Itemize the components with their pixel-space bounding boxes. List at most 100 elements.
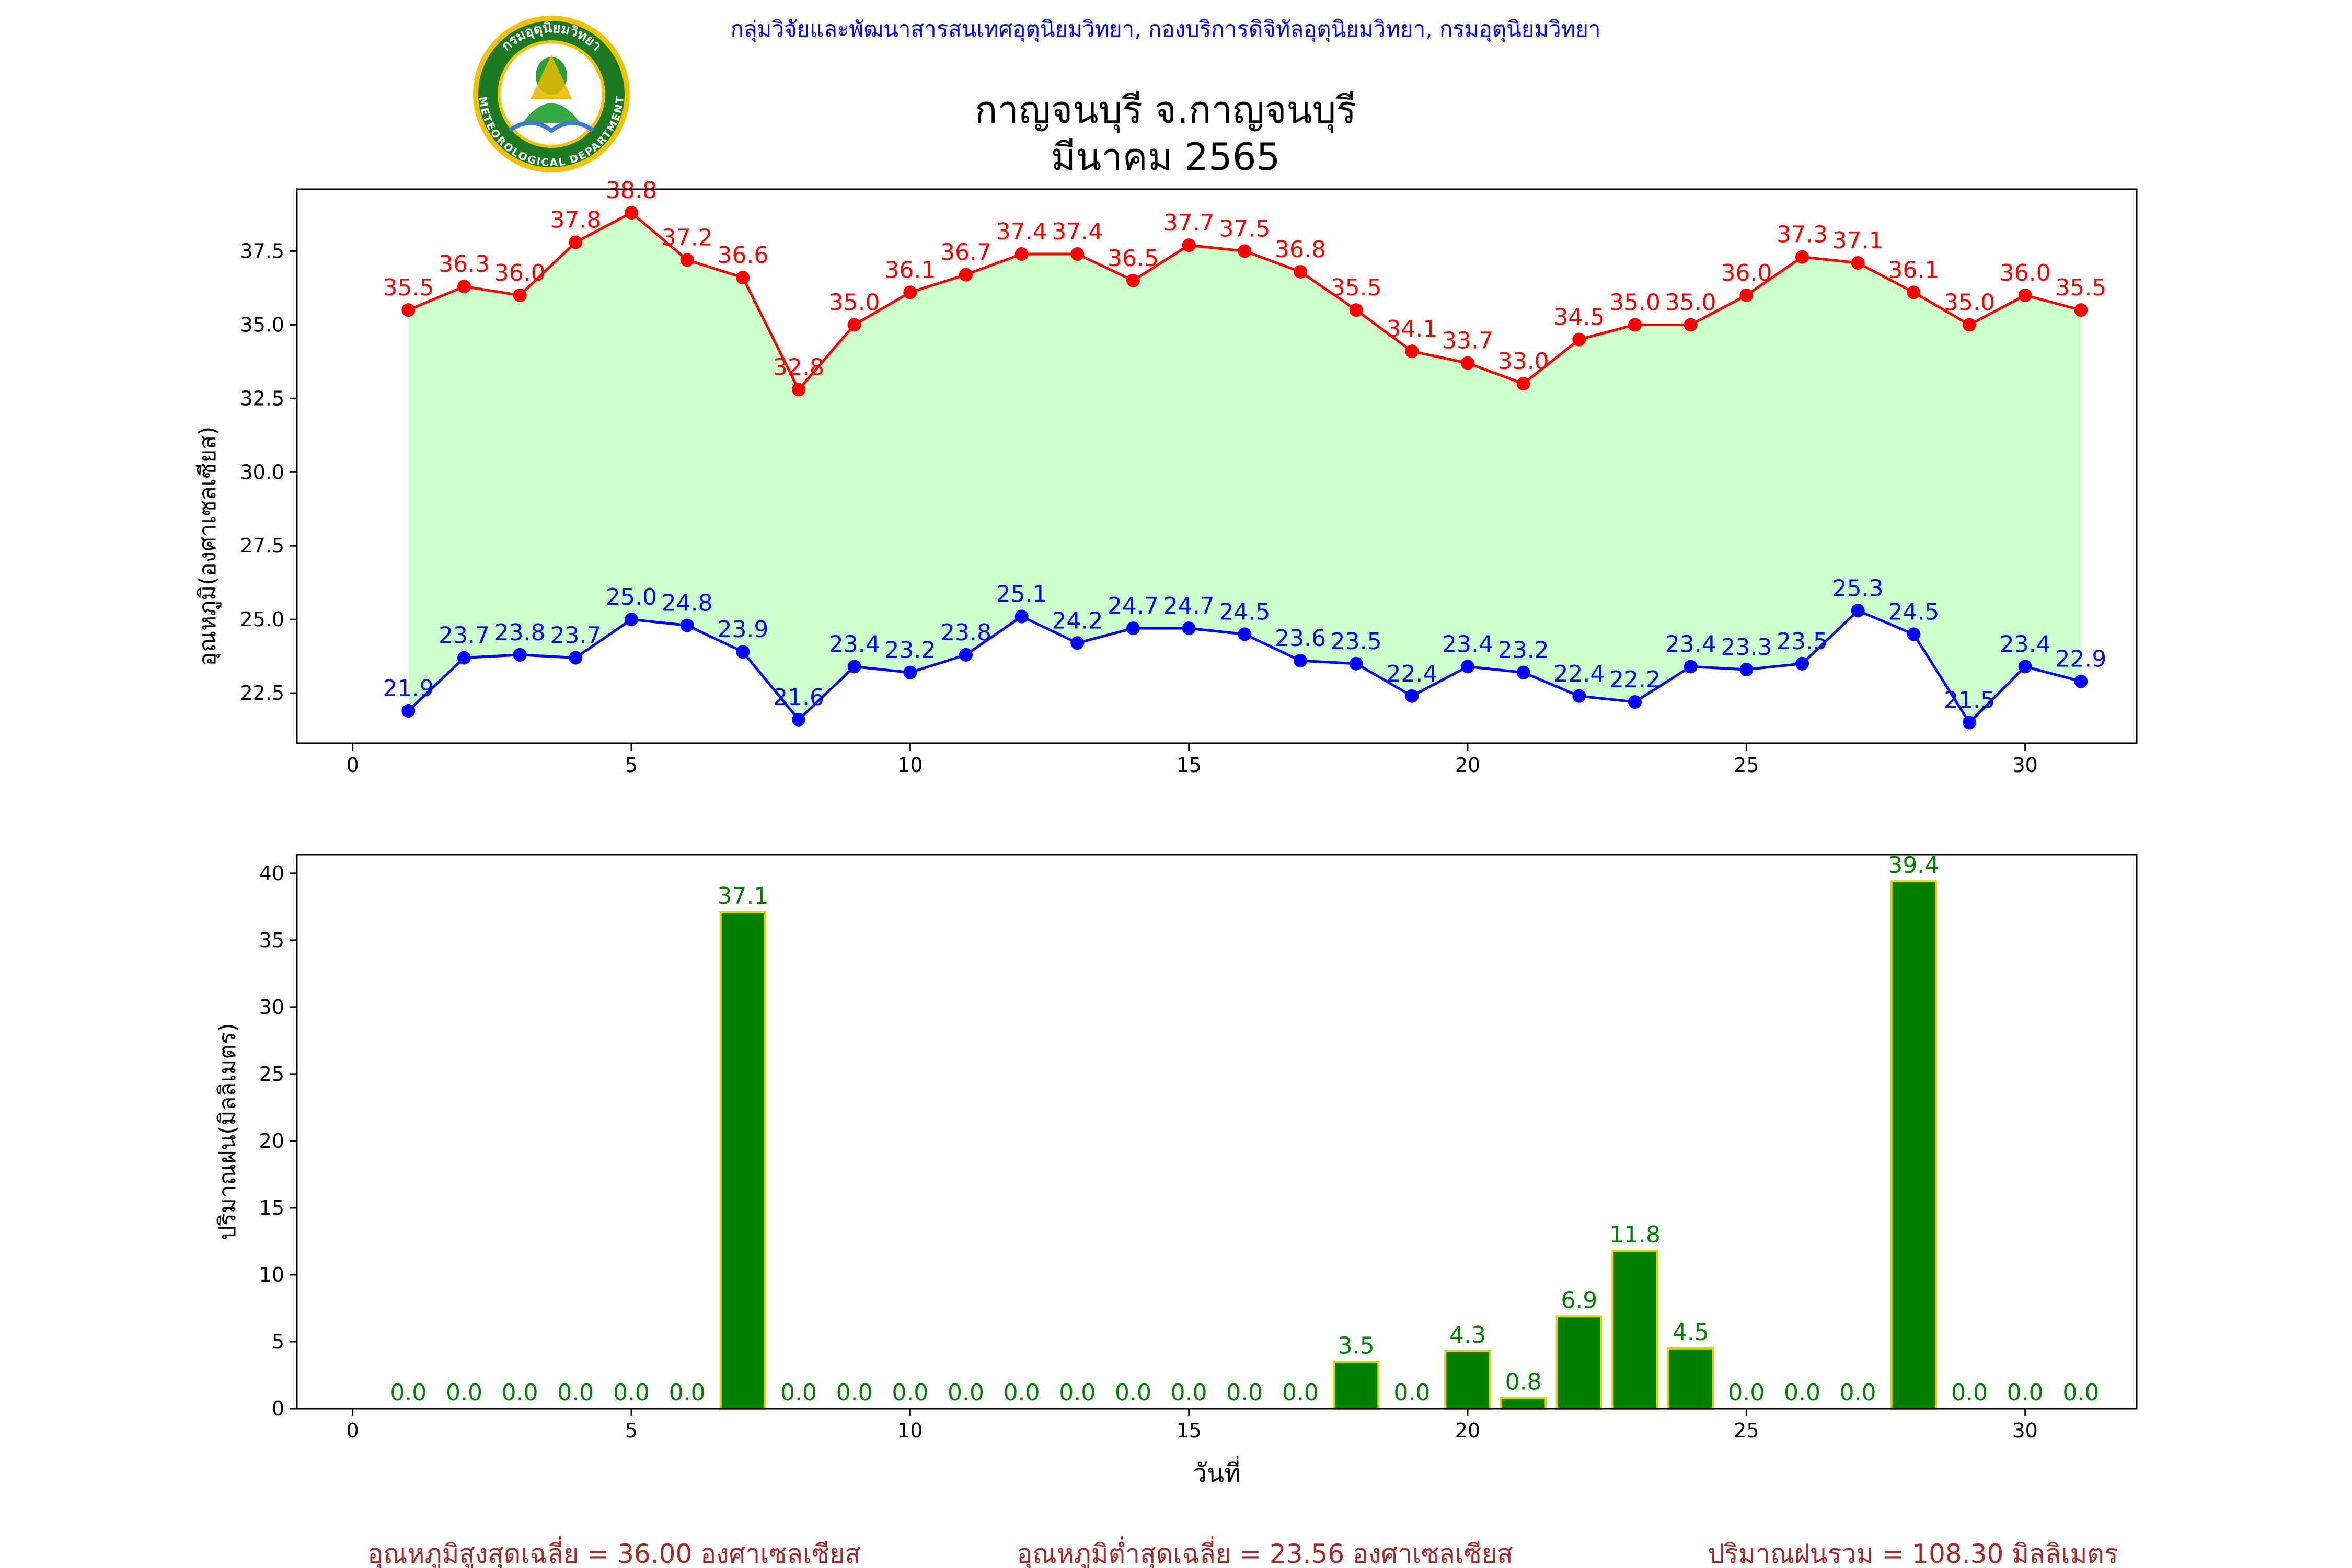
min-temperature-data-label: 23.9 <box>717 616 768 643</box>
max-temperature-point <box>1907 285 1921 299</box>
min-temperature-data-label: 23.5 <box>1331 628 1382 655</box>
temperature-chart: อุณหภูมิ(องศาเซลเซียส) 35.536.3 36.037.83… <box>194 177 2138 777</box>
max-temperature-data-label: 35.5 <box>2055 274 2106 301</box>
max-temperature-point <box>1684 318 1698 332</box>
max-temperature-data-label: 37.1 <box>1832 227 1884 254</box>
rainfall-data-label: 0.0 <box>2062 1379 2099 1406</box>
min-temperature-point <box>1461 660 1474 674</box>
min-temperature-data-label: 24.7 <box>1163 593 1215 619</box>
rainfall-data-label: 0.0 <box>892 1379 928 1406</box>
max-temperature-data-label: 36.7 <box>940 239 991 266</box>
min-temperature-data-label: 22.9 <box>2055 646 2106 673</box>
rainfall-y-tick-label: 40 <box>259 862 284 885</box>
min-temperature-data-label: 21.9 <box>383 675 434 702</box>
min-temperature-point <box>736 645 750 659</box>
min-temperature-point <box>903 665 917 679</box>
min-temperature-data-label: 22.4 <box>1553 661 1605 687</box>
min-temperature-point <box>569 651 583 665</box>
min-temperature-point <box>1126 621 1140 636</box>
rainfall-data-label: 0.0 <box>1393 1379 1430 1406</box>
max-temperature-data-label: 34.5 <box>1553 304 1605 331</box>
max-temperature-data-label: 35.5 <box>1331 274 1382 301</box>
min-temperature-data-label: 24.5 <box>1219 598 1270 625</box>
max-temperature-point <box>1851 256 1865 270</box>
min-temperature-data-label: 23.3 <box>1721 634 1772 661</box>
temperature-x-tick-label: 5 <box>625 754 638 777</box>
rainfall-data-label: 0.0 <box>780 1379 817 1406</box>
rainfall-data-label: 11.8 <box>1609 1221 1661 1248</box>
rainfall-y-tick-label: 35 <box>259 929 284 952</box>
rainfall-y-tick-label: 25 <box>259 1063 284 1086</box>
min-temperature-point <box>1739 663 1754 677</box>
min-temperature-data-label: 24.2 <box>1052 607 1103 634</box>
max-temperature-point <box>1461 356 1474 370</box>
rainfall-y-tick-label: 20 <box>259 1129 284 1152</box>
rainfall-bar <box>719 911 766 1410</box>
min-temperature-point <box>1070 636 1085 650</box>
rainfall-bar <box>1667 1347 1714 1410</box>
max-temperature-point <box>569 235 583 249</box>
rainfall-data-label: 0.0 <box>1951 1379 1988 1406</box>
rainfall-bar <box>1555 1315 1603 1410</box>
temperature-ylabel: อุณหภูมิ(องศาเซลเซียส) <box>194 426 222 666</box>
temperature-x-tick-label: 10 <box>897 754 923 777</box>
rainfall-bar <box>1611 1249 1658 1410</box>
min-temperature-data-label: 23.7 <box>439 622 490 649</box>
min-temperature-point <box>1907 627 1921 641</box>
agency-header: กลุ่มวิจัยและพัฒนาสารสนเทศอุตุนิยมวิทยา,… <box>730 16 1600 43</box>
max-temperature-point <box>1182 238 1196 252</box>
rainfall-y-tick-label: 30 <box>259 996 284 1019</box>
max-temperature-data-label: 37.3 <box>1777 222 1828 248</box>
min-temperature-point <box>625 613 638 627</box>
max-temperature-data-label: 37.8 <box>550 206 601 233</box>
rainfall-data-label: 0.0 <box>1171 1379 1207 1406</box>
rainfall-x-tick-label: 5 <box>625 1419 638 1442</box>
max-temperature-data-label: 37.7 <box>1163 210 1215 236</box>
temperature-y-tick-label: 30.0 <box>240 460 284 483</box>
max-temperature-data-label: 37.2 <box>662 224 713 251</box>
max-temperature-data-label: 36.1 <box>1888 257 1939 283</box>
temperature-x-tick-label: 25 <box>1734 754 1759 777</box>
rainfall-data-label: 0.0 <box>557 1379 594 1406</box>
temperature-x-tick-label: 15 <box>1176 754 1201 777</box>
max-temperature-data-label: 35.0 <box>1609 289 1661 316</box>
max-temperature-data-label: 37.4 <box>1052 218 1103 245</box>
temperature-y-tick-label: 27.5 <box>240 534 284 557</box>
rainfall-data-label: 6.9 <box>1561 1287 1597 1313</box>
chart-title-station: กาญจนบุรี จ.กาญจนบุรี <box>975 88 1356 133</box>
max-temperature-data-label: 36.0 <box>494 260 546 286</box>
rainfall-data-label: 0.0 <box>613 1379 650 1406</box>
rainfall-data-label: 0.8 <box>1505 1369 1542 1396</box>
min-temperature-point <box>2074 674 2088 688</box>
min-temperature-data-label: 25.0 <box>606 584 657 610</box>
max-temperature-data-label: 36.5 <box>1108 245 1159 272</box>
avg-max-temperature-summary: อุณหภูมิสูงสุดเฉลี่ย = 36.00 องศาเซลเซีย… <box>367 1536 861 1568</box>
min-temperature-data-label: 21.5 <box>1944 687 1995 714</box>
max-temperature-point <box>2074 303 2088 317</box>
max-temperature-point <box>903 285 917 299</box>
rainfall-data-label: 0.0 <box>446 1379 482 1406</box>
min-temperature-data-label: 24.7 <box>1108 593 1159 619</box>
rainfall-ylabel: ปริมาณฝน(มิลลิเมตร) <box>214 1023 241 1240</box>
min-temperature-point <box>1238 627 1252 641</box>
rainfall-x-tick-label: 0 <box>347 1419 359 1442</box>
max-temperature-point <box>1014 247 1029 261</box>
min-temperature-data-label: 23.4 <box>1665 631 1716 658</box>
max-temperature-point <box>1963 318 1976 332</box>
max-temperature-point <box>401 303 416 317</box>
min-temperature-data-label: 23.2 <box>1498 637 1549 664</box>
max-temperature-data-label: 36.8 <box>1275 236 1326 263</box>
max-temperature-point <box>1349 303 1363 317</box>
max-temperature-data-label: 36.1 <box>884 257 936 283</box>
rainfall-bar <box>1333 1361 1380 1410</box>
min-temperature-point <box>1516 665 1530 679</box>
min-temperature-data-label: 23.7 <box>550 622 601 649</box>
min-temperature-point <box>1405 689 1419 703</box>
min-temperature-point <box>1182 621 1196 636</box>
max-temperature-point <box>1070 247 1085 261</box>
min-temperature-point <box>1684 660 1698 674</box>
min-temperature-data-label: 23.5 <box>1777 628 1828 655</box>
rainfall-data-label: 3.5 <box>1338 1332 1375 1359</box>
min-temperature-data-label: 21.6 <box>773 684 824 711</box>
